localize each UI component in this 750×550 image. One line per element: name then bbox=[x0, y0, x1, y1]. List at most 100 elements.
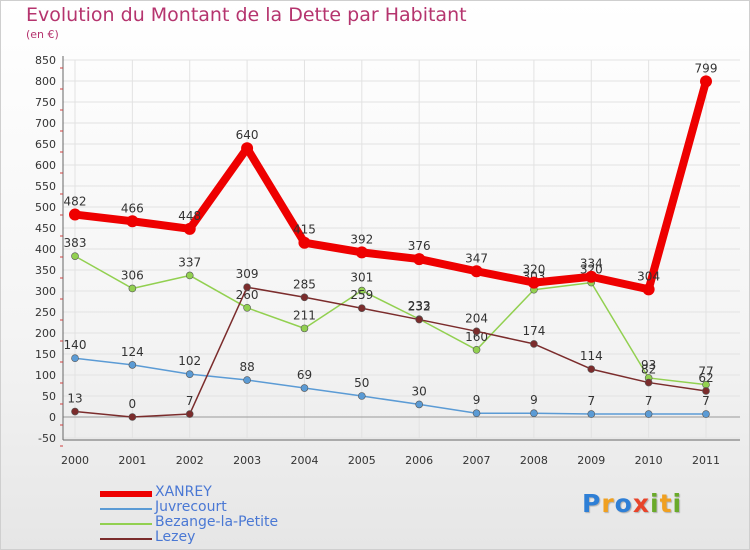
x-tick-label: 2004 bbox=[290, 454, 318, 467]
data-point bbox=[298, 236, 311, 249]
data-point bbox=[472, 327, 481, 336]
data-label: 304 bbox=[637, 269, 660, 283]
data-label: 320 bbox=[522, 263, 545, 277]
data-label: 7 bbox=[587, 394, 595, 408]
y-tick-label: 800 bbox=[35, 75, 56, 88]
x-tick-label: 2005 bbox=[348, 454, 376, 467]
x-tick-label: 2011 bbox=[692, 454, 720, 467]
logo-letter: r bbox=[601, 489, 615, 518]
series-line-lezey bbox=[74, 286, 707, 418]
data-label: 320 bbox=[580, 263, 603, 277]
data-point bbox=[358, 304, 366, 313]
data-label: 466 bbox=[121, 201, 144, 215]
data-point bbox=[700, 75, 712, 88]
data-label: 30 bbox=[412, 384, 427, 398]
data-point bbox=[183, 222, 196, 235]
data-point bbox=[300, 384, 309, 392]
data-label: 334 bbox=[580, 257, 603, 271]
data-label: 285 bbox=[293, 277, 316, 291]
logo-letter: P bbox=[582, 489, 602, 518]
series-line-bezange-la-petite bbox=[74, 255, 707, 386]
data-label: 9 bbox=[530, 393, 538, 407]
data-label: 259 bbox=[350, 288, 373, 302]
y-tick-label: 50 bbox=[42, 390, 56, 403]
data-point bbox=[243, 303, 251, 312]
data-label: 7 bbox=[186, 394, 194, 408]
data-label: 392 bbox=[350, 232, 373, 246]
logo-letter: x bbox=[632, 489, 650, 518]
series-line-xanrey bbox=[71, 77, 710, 294]
data-label: 124 bbox=[121, 345, 144, 359]
x-tick-label: 2008 bbox=[520, 454, 548, 467]
data-point bbox=[702, 410, 710, 418]
data-point bbox=[587, 365, 596, 373]
y-tick-label: 400 bbox=[35, 243, 56, 256]
data-label: 337 bbox=[178, 255, 201, 269]
data-point bbox=[71, 354, 79, 363]
legend-swatch bbox=[100, 523, 152, 525]
legend-swatch bbox=[100, 491, 152, 497]
data-label: 62 bbox=[698, 371, 713, 385]
data-label: 174 bbox=[522, 324, 545, 338]
data-point bbox=[71, 407, 79, 416]
data-label: 114 bbox=[580, 349, 603, 363]
y-tick-label: -50 bbox=[38, 432, 56, 445]
data-point bbox=[300, 324, 309, 333]
x-tick-label: 2002 bbox=[176, 454, 204, 467]
legend-label: Juvrecourt bbox=[155, 499, 227, 515]
data-label: 799 bbox=[695, 61, 718, 75]
data-label: 102 bbox=[178, 354, 201, 368]
legend-label: Bezange-la-Petite bbox=[155, 514, 279, 530]
data-point bbox=[530, 409, 538, 418]
data-label: 50 bbox=[354, 376, 369, 390]
legend-swatch bbox=[100, 508, 152, 510]
data-label: 93 bbox=[641, 358, 656, 372]
y-tick-label: 0 bbox=[49, 411, 56, 424]
data-label: 301 bbox=[350, 271, 373, 285]
y-tick-label: 150 bbox=[35, 348, 56, 361]
y-tick-label: 550 bbox=[35, 180, 56, 193]
data-label: 347 bbox=[465, 251, 488, 265]
x-tick-label: 2000 bbox=[61, 454, 89, 467]
data-point bbox=[358, 392, 366, 400]
data-point bbox=[355, 246, 368, 259]
data-point bbox=[300, 293, 309, 302]
y-tick-label: 500 bbox=[35, 201, 56, 214]
data-label: 7 bbox=[645, 394, 653, 408]
data-label: 309 bbox=[236, 267, 259, 281]
data-point bbox=[644, 378, 653, 387]
data-point bbox=[530, 340, 538, 348]
data-label: 448 bbox=[178, 209, 201, 223]
logo-letter: i bbox=[650, 489, 660, 518]
y-tick-label: 600 bbox=[35, 159, 56, 172]
logo-letter: o bbox=[614, 489, 633, 518]
y-tick-label: 200 bbox=[35, 327, 56, 340]
data-label: 140 bbox=[64, 338, 87, 352]
data-point bbox=[128, 361, 137, 369]
x-tick-label: 2010 bbox=[635, 454, 663, 467]
x-tick-label: 2009 bbox=[577, 454, 605, 467]
data-point bbox=[470, 265, 483, 278]
data-label: 211 bbox=[293, 308, 316, 322]
y-tick-label: 850 bbox=[35, 54, 56, 67]
y-tick-label: 650 bbox=[35, 138, 56, 151]
legend-swatch bbox=[100, 538, 152, 540]
data-point bbox=[358, 286, 366, 295]
data-point bbox=[243, 376, 251, 384]
x-tick-label: 2007 bbox=[463, 454, 491, 467]
data-point bbox=[69, 208, 81, 221]
y-tick-label: 450 bbox=[35, 222, 56, 235]
y-tick-label: 100 bbox=[35, 369, 56, 382]
data-point bbox=[185, 271, 194, 280]
series-line-juvrecourt bbox=[74, 357, 707, 415]
data-label: 306 bbox=[121, 268, 144, 282]
data-point bbox=[642, 283, 655, 296]
data-point bbox=[128, 413, 137, 421]
data-label: 9 bbox=[473, 393, 481, 407]
unit-label: (en €) bbox=[26, 28, 59, 41]
data-point bbox=[527, 276, 540, 289]
y-tick-label: 250 bbox=[35, 306, 56, 319]
data-point bbox=[472, 345, 481, 354]
data-label: 88 bbox=[239, 360, 254, 374]
